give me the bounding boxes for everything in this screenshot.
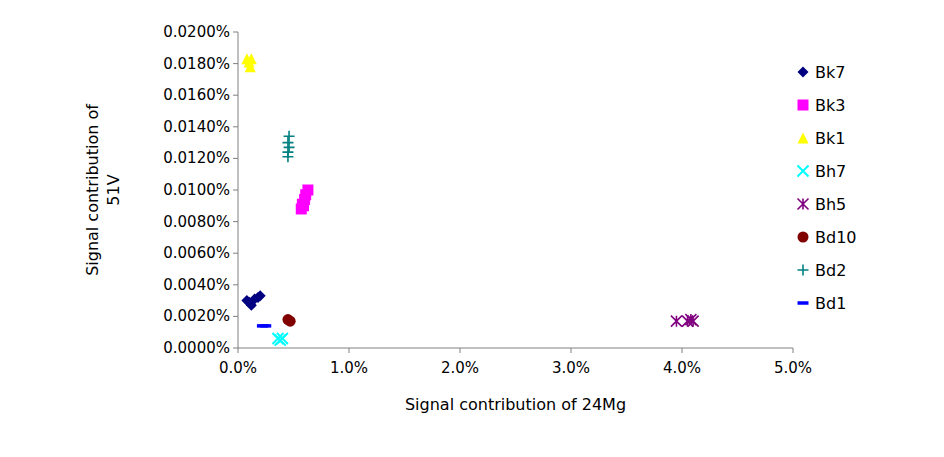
legend-label: Bd10	[815, 228, 857, 247]
y-tick	[233, 32, 238, 33]
point	[245, 61, 256, 72]
point	[246, 53, 257, 64]
y-tick-label: 0.0160%	[163, 86, 230, 104]
x-tick	[682, 348, 683, 353]
legend-label: Bh7	[815, 162, 846, 181]
legend-marker	[798, 100, 809, 111]
series	[241, 290, 265, 310]
x-tick-label: 2.0%	[441, 359, 479, 377]
x-tick-label: 5.0%	[774, 359, 812, 377]
y-tick	[233, 221, 238, 222]
point	[244, 297, 255, 308]
y-tick-label: 0.0140%	[163, 118, 230, 136]
series	[296, 185, 314, 215]
point	[277, 333, 288, 344]
point	[255, 290, 266, 301]
point	[284, 131, 295, 142]
y-axis-title: Signal contribution of51V	[83, 104, 123, 276]
y-tick	[233, 126, 238, 127]
point	[282, 137, 293, 148]
series	[241, 53, 256, 72]
legend-label: Bk1	[815, 129, 845, 148]
y-tick-label: 0.0020%	[163, 307, 230, 325]
y-tick-label: 0.0200%	[163, 23, 230, 41]
y-tick-label: 0.0100%	[163, 181, 230, 199]
legend-marker	[798, 301, 809, 305]
y-tick-label: 0.0180%	[163, 55, 230, 73]
legend-marker	[798, 67, 809, 78]
x-tick-label: 0.0%	[219, 359, 257, 377]
y-tick-label: 0.0060%	[163, 244, 230, 262]
y-tick	[233, 190, 238, 191]
y-tick-label: 0.0000%	[163, 339, 230, 357]
series	[282, 131, 294, 163]
point	[284, 142, 295, 153]
series	[272, 333, 287, 346]
series	[671, 314, 699, 327]
x-axis-line	[238, 348, 793, 349]
y-tick	[233, 95, 238, 96]
legend-marker	[798, 199, 809, 210]
y-tick	[233, 316, 238, 317]
legend-label: Bh5	[815, 195, 846, 214]
y-tick-label: 0.0040%	[163, 276, 230, 294]
x-tick-label: 1.0%	[330, 359, 368, 377]
point	[302, 185, 313, 196]
legend-marker	[798, 232, 809, 243]
y-tick-label: 0.0120%	[163, 149, 230, 167]
y-tick	[233, 348, 238, 349]
y-tick-label: 0.0080%	[163, 213, 230, 231]
x-tick	[793, 348, 794, 353]
x-tick	[349, 348, 350, 353]
point	[671, 316, 682, 327]
point	[298, 200, 309, 211]
x-tick-label: 4.0%	[663, 359, 701, 377]
points	[241, 53, 698, 345]
legend-marker	[798, 265, 809, 276]
y-axis-title-line: Signal contribution of	[83, 104, 102, 276]
background	[0, 0, 944, 457]
x-axis-title: Signal contribution of 24Mg	[405, 395, 626, 414]
legend-marker	[798, 166, 809, 177]
y-tick	[233, 63, 238, 64]
x-tick	[460, 348, 461, 353]
legend-label: Bd2	[815, 261, 846, 280]
series	[257, 325, 271, 326]
point	[285, 316, 296, 327]
legend-label: Bd1	[815, 294, 846, 313]
point	[282, 147, 293, 158]
legend-marker	[798, 133, 809, 144]
legend-label: Bk3	[815, 96, 845, 115]
point	[688, 316, 699, 327]
y-tick	[233, 284, 238, 285]
series	[282, 314, 295, 327]
y-tick	[233, 253, 238, 254]
chart: 0.0000% 0.0020% 0.0040% 0.0060% 0.0080% 0.010…	[0, 0, 944, 457]
x-tick-label: 3.0%	[552, 359, 590, 377]
y-tick	[233, 158, 238, 159]
x-tick	[571, 348, 572, 353]
legend-label: Bk7	[815, 63, 845, 82]
x-tick	[238, 348, 239, 353]
point	[260, 324, 271, 328]
y-axis-title-line: 51V	[104, 174, 123, 205]
